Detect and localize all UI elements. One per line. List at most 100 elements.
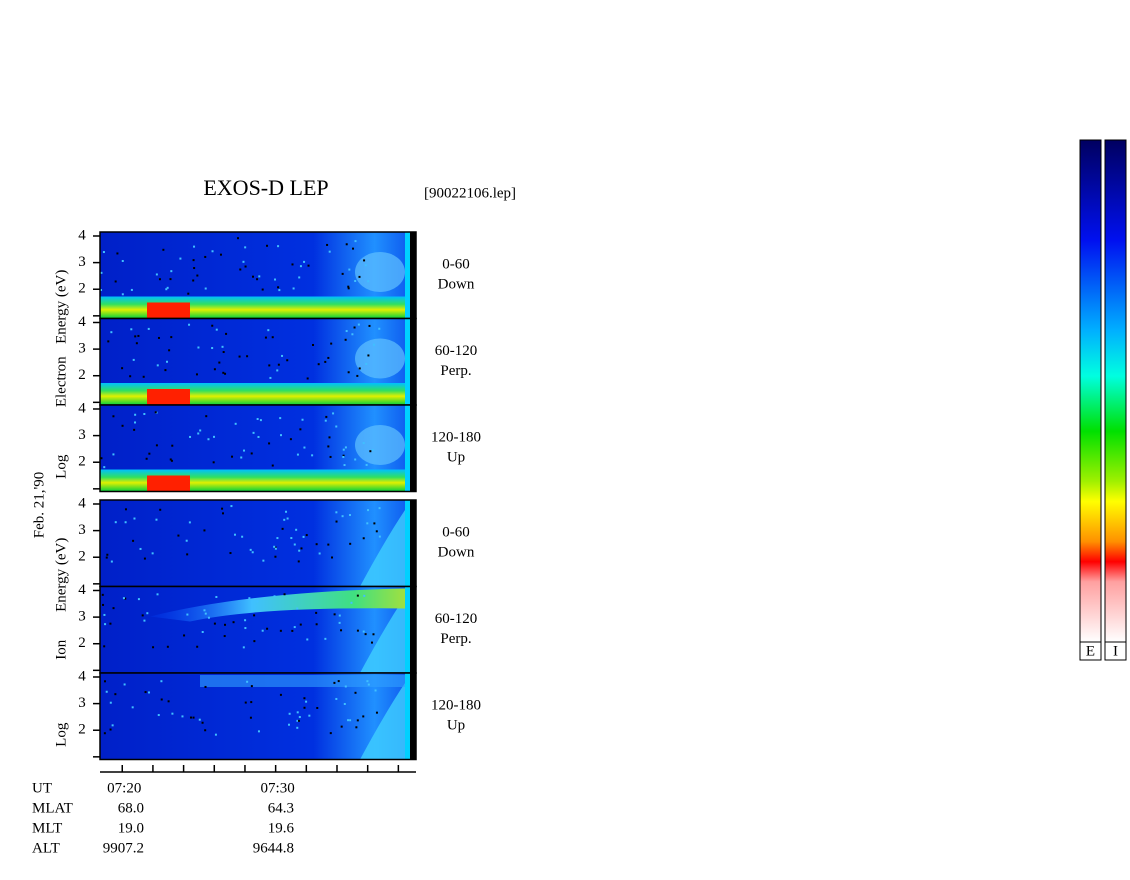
- noise: [239, 268, 242, 271]
- ephemeris-label: UT: [32, 780, 52, 796]
- noise: [141, 614, 144, 617]
- noise: [193, 267, 196, 270]
- noise: [344, 446, 347, 449]
- noise: [142, 375, 145, 378]
- noise: [238, 355, 241, 358]
- noise: [212, 461, 215, 464]
- noise: [112, 453, 115, 456]
- noise: [279, 629, 282, 632]
- noise: [303, 260, 306, 263]
- noise: [236, 237, 239, 240]
- y-tick-label: 4: [78, 668, 86, 684]
- noise: [303, 697, 306, 700]
- noise: [192, 716, 195, 719]
- noise: [356, 594, 359, 597]
- noise: [114, 693, 117, 696]
- noise: [368, 324, 371, 327]
- noise: [365, 463, 368, 466]
- noise: [296, 711, 299, 714]
- noise: [151, 552, 154, 555]
- noise: [109, 728, 112, 731]
- noise: [232, 621, 235, 624]
- noise: [347, 371, 350, 374]
- noise: [201, 721, 204, 724]
- noise: [222, 512, 225, 515]
- noise: [277, 286, 280, 289]
- pitch-angle: 0-60: [442, 256, 470, 272]
- noise: [307, 264, 310, 267]
- y-tick-label: 3: [78, 254, 86, 270]
- noise: [331, 556, 334, 559]
- noise: [185, 539, 188, 542]
- spectrogram-band: [147, 302, 190, 319]
- noise: [211, 347, 214, 350]
- noise: [124, 508, 127, 511]
- noise: [305, 700, 308, 703]
- noise: [189, 716, 192, 719]
- noise: [285, 510, 288, 513]
- noise: [250, 452, 253, 455]
- pitch-angle: 120-180: [431, 697, 481, 713]
- direction: Perp.: [440, 631, 471, 647]
- noise: [347, 287, 350, 290]
- noise: [121, 293, 124, 296]
- y-tick-label: 4: [78, 582, 86, 598]
- color-bar-label: I: [1113, 643, 1118, 659]
- edge-strip: [405, 500, 410, 587]
- noise: [105, 690, 108, 693]
- edge-strip: [405, 673, 410, 760]
- noise: [345, 243, 348, 246]
- edge-strip: [405, 586, 410, 673]
- noise: [378, 507, 381, 510]
- noise: [114, 280, 117, 283]
- noise: [335, 425, 338, 428]
- y-axis-label: Energy (eV): [53, 538, 69, 612]
- noise: [112, 607, 115, 610]
- noise: [274, 546, 277, 549]
- noise: [271, 336, 274, 339]
- noise: [327, 445, 330, 448]
- noise: [354, 458, 357, 461]
- noise: [244, 246, 247, 249]
- ephemeris-value: 19.6: [268, 820, 295, 836]
- noise: [268, 364, 271, 367]
- noise: [124, 597, 127, 600]
- y-axis-label: Log: [53, 454, 69, 479]
- y-tick-label: 3: [78, 695, 86, 711]
- noise: [341, 515, 344, 518]
- noise: [298, 549, 301, 552]
- noise: [204, 729, 207, 732]
- noise: [196, 645, 199, 648]
- noise: [177, 534, 180, 537]
- noise: [343, 464, 346, 467]
- noise: [342, 448, 345, 451]
- noise: [143, 619, 146, 622]
- noise: [362, 537, 365, 540]
- y-tick-label: 3: [78, 427, 86, 443]
- noise: [134, 413, 137, 416]
- noise: [103, 613, 106, 616]
- noise: [105, 556, 108, 559]
- noise: [308, 714, 311, 717]
- noise: [277, 245, 280, 248]
- noise: [291, 263, 294, 266]
- edge-strip: [410, 500, 416, 587]
- noise: [256, 417, 259, 420]
- noise: [110, 331, 113, 334]
- edge-strip: [410, 318, 416, 405]
- noise: [134, 421, 137, 424]
- noise: [186, 613, 189, 616]
- noise: [279, 434, 282, 437]
- noise: [207, 438, 210, 441]
- noise: [281, 354, 284, 357]
- noise: [262, 559, 265, 562]
- noise: [356, 374, 359, 377]
- noise: [333, 681, 336, 684]
- noise: [221, 507, 224, 510]
- edge-strip: [410, 673, 416, 760]
- noise: [269, 376, 272, 379]
- noise: [165, 288, 168, 291]
- noise: [327, 356, 330, 359]
- spectrogram-glow: [360, 510, 405, 587]
- noise: [375, 711, 378, 714]
